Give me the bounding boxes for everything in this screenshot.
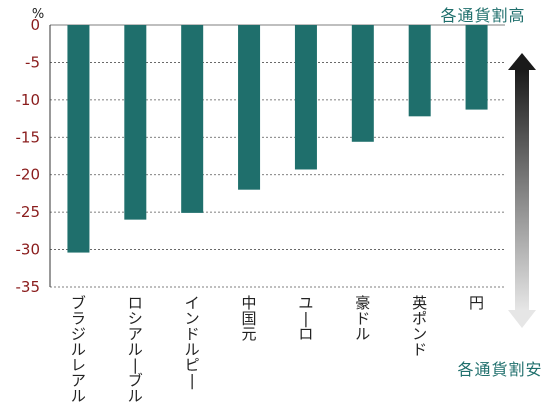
bar: [351, 25, 374, 142]
bar: [465, 25, 488, 110]
bar: [238, 25, 261, 190]
y-tick-label: 0: [30, 16, 40, 34]
category-label: ロシアル|ブル: [128, 294, 143, 405]
y-tick-labels: 0 -5 -10 -15 -20 -25 -30 -35: [16, 16, 41, 296]
bar: [67, 25, 90, 253]
arrow-shaft: [515, 70, 529, 310]
bar: [294, 25, 317, 170]
category-label: ユ|ロ: [298, 294, 313, 343]
category-label: 中国元: [242, 294, 257, 343]
bars: [67, 25, 488, 253]
top-annotation: 各通貨割高: [440, 6, 525, 25]
y-tick-label: -35: [16, 278, 41, 296]
category-label: 英ポンド: [412, 294, 427, 359]
y-tick-label: -15: [16, 128, 41, 146]
bar: [124, 25, 147, 220]
cheap-expensive-arrow: [508, 53, 536, 328]
bar: [181, 25, 204, 213]
bar: [408, 25, 431, 117]
y-tick-label: -10: [16, 91, 41, 109]
bottom-annotation: 各通貨割安: [457, 360, 542, 379]
arrow-up-head: [508, 53, 536, 70]
category-labels: ブラジルレアル ロシアル|ブル インドルピ| 中国元 ユ|ロ 豪ドル 英ポンド 円: [71, 294, 484, 405]
y-tick-label: -30: [16, 241, 41, 259]
gridlines: [50, 24, 505, 288]
category-label: 円: [469, 294, 484, 312]
category-label: インドルピ|: [185, 294, 200, 390]
category-label: 豪ドル: [355, 294, 370, 343]
y-tick-label: -25: [16, 203, 41, 221]
y-unit-label: %: [32, 7, 44, 22]
arrow-down-head: [508, 310, 536, 328]
y-tick-label: -20: [16, 166, 41, 184]
category-label: ブラジルレアル: [71, 294, 86, 405]
y-tick-label: -5: [25, 53, 40, 71]
